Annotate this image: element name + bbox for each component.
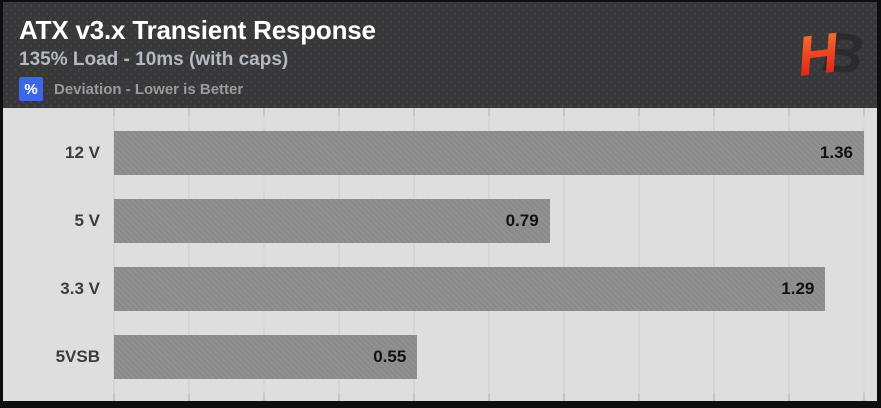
chart-row: 3.3 V 1.29: [3, 267, 864, 311]
hwbusters-logo-icon: B H: [794, 20, 866, 88]
bar-track: 1.29: [114, 267, 864, 311]
logo-letter-h: H: [794, 20, 843, 88]
bar: 1.36: [114, 131, 864, 175]
gridline: [638, 108, 640, 401]
category-label: 5 V: [74, 211, 100, 230]
category-label: 3.3 V: [60, 279, 100, 298]
chart-row: 5 V 0.79: [3, 199, 864, 243]
bar-track: 1.36: [114, 131, 864, 175]
bar: 0.79: [114, 199, 550, 243]
value-label: 0.79: [505, 211, 539, 230]
chart-subtitle: 135% Load - 10ms (with caps): [19, 49, 289, 70]
bar-track: 0.79: [114, 199, 864, 243]
chart-row: 12 V 1.36: [3, 131, 864, 175]
value-label: 0.55: [373, 347, 407, 366]
category-label: 12 V: [65, 143, 100, 162]
gridline: [338, 108, 340, 401]
gridline: [488, 108, 490, 401]
bar-track: 0.55: [114, 335, 864, 379]
gridline: [713, 108, 715, 401]
plot-rows: 12 V 1.36 5 V 0.79 3.3 V 1.29 5VSB 0.55: [3, 108, 877, 379]
logo-letter-b: B: [820, 20, 866, 86]
percent-badge-icon: %: [19, 77, 43, 101]
chart-title: ATX v3.x Transient Response: [19, 15, 376, 45]
hwbusters-logo: B H: [793, 10, 869, 94]
gridline: [563, 108, 565, 401]
gridline: [188, 108, 190, 401]
plot-area: 12 V 1.36 5 V 0.79 3.3 V 1.29 5VSB 0.55: [3, 108, 877, 401]
chart-row: 5VSB 0.55: [3, 335, 864, 379]
category-label: 5VSB: [55, 347, 100, 366]
value-label: 1.29: [781, 279, 815, 298]
gridline: [788, 108, 790, 401]
gridline: [413, 108, 415, 401]
bar: 1.29: [114, 267, 826, 311]
bar: 0.55: [114, 335, 418, 379]
chart-header: ATX v3.x Transient Response 135% Load - …: [3, 2, 877, 108]
gridline: [863, 108, 865, 401]
gridline: [113, 108, 115, 401]
axis-caption: Deviation - Lower is Better: [54, 80, 244, 98]
value-label: 1.36: [819, 143, 853, 162]
unit-row: % Deviation - Lower is Better: [19, 77, 877, 101]
gridlines: [113, 108, 865, 401]
gridline: [263, 108, 265, 401]
